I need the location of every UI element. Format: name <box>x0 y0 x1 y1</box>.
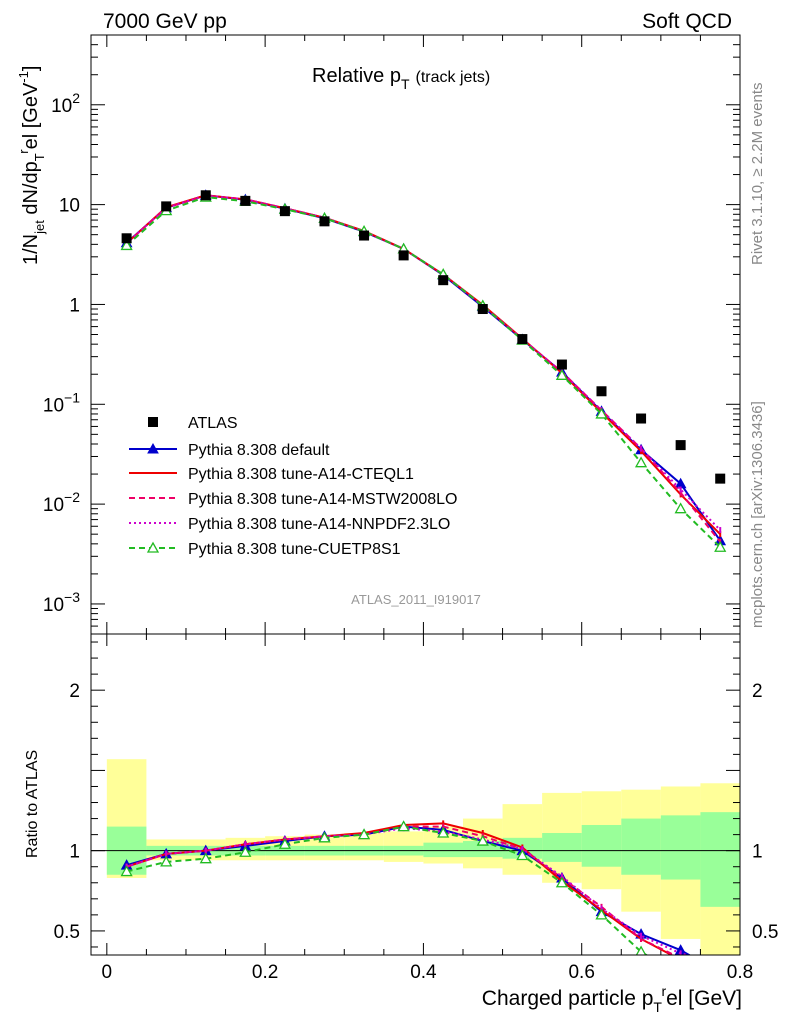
band-inner <box>660 815 701 880</box>
series-line-pythia-8-308-tune-a14-mstw2008lo <box>125 194 721 543</box>
ratio-bands <box>106 759 740 955</box>
point-pythia-8-308-tune-cuetp8s1 <box>278 837 292 849</box>
series-line-pythia-8-308-tune-a14-cteql1 <box>125 194 721 535</box>
x-axis-label: Charged particle pTrel [GeV] <box>482 983 742 1015</box>
legend-marker-pythia-8-308-tune-cuetp8s1 <box>146 541 160 553</box>
legend-label-atlas: ATLAS <box>188 415 238 432</box>
data-point-atlas <box>200 190 211 201</box>
data-point-atlas <box>121 233 132 244</box>
ratio-series <box>120 820 725 983</box>
ratio-y-tick-label: 1 <box>69 842 80 863</box>
point-pythia-8-308-tune-cuetp8s1 <box>120 239 133 251</box>
point-pythia-8-308-tune-cuetp8s1 <box>516 849 529 861</box>
series-line-pythia-8-308-tune-cuetp8s1 <box>125 196 721 548</box>
y-axis-label: 1/Njet dN/dpTrel [GeV-1] <box>16 66 47 265</box>
data-point-atlas <box>279 206 290 217</box>
band-inner <box>542 833 582 862</box>
legend: ATLAS Pythia 8.308 default Pythia 8.308 tu… <box>129 415 457 558</box>
legend-label-pythia-8-308-tune-a14-cteql1: Pythia 8.308 tune-A14-CTEQL1 <box>188 466 414 483</box>
point-pythia-8-308-tune-cuetp8s1 <box>634 456 648 468</box>
legend-label-pythia-8-308-tune-cuetp8s1: Pythia 8.308 tune-CUETP8S1 <box>188 541 401 558</box>
ratio-plot-frame <box>90 633 741 956</box>
point-pythia-8-308-tune-cuetp8s1 <box>676 971 686 980</box>
point-pythia-8-308-tune-cuetp8s1 <box>397 820 410 832</box>
legend-label-pythia-8-308-tune-a14-nnpdf2-3lo: Pythia 8.308 tune-A14-NNPDF2.3LO <box>188 516 450 533</box>
point-pythia-8-308-tune-cuetp8s1 <box>239 845 252 857</box>
point-pythia-8-308-tune-cuetp8s1 <box>160 855 173 867</box>
ratio-y-tick-label: 2 <box>69 681 80 702</box>
x-tick-label: 0.2 <box>252 962 278 983</box>
data-point-atlas <box>477 304 488 315</box>
ratio-line-pythia-8-308-tune-cuetp8s1 <box>126 825 649 955</box>
x-tick-label: 0 <box>102 962 113 983</box>
point-pythia-8-308-tune-cuetp8s1 <box>595 908 608 920</box>
point-pythia-8-308-tune-cuetp8s1 <box>555 368 569 380</box>
data-point-atlas <box>636 413 647 424</box>
legend-label-pythia-8-308-tune-a14-mstw2008lo: Pythia 8.308 tune-A14-MSTW2008LO <box>188 491 457 508</box>
data-point-atlas <box>240 195 251 206</box>
point-pythia-8-308-tune-cuetp8s1 <box>199 852 212 864</box>
band-inner <box>621 818 661 875</box>
point-pythia-8-308-tune-cuetp8s1 <box>674 502 687 514</box>
x-tick-label: 0.6 <box>568 962 594 983</box>
legend-label-pythia-8-308-default: Pythia 8.308 default <box>188 442 330 459</box>
series-line-pythia-8-308-default <box>125 194 722 542</box>
main-series <box>120 189 727 552</box>
rivet-label: Rivet 3.1.10, ≥ 2.2M events <box>749 83 766 266</box>
x-tick-label: 0.8 <box>727 962 753 983</box>
band-inner <box>700 812 740 907</box>
point-pythia-8-308-tune-cuetp8s1 <box>318 831 331 843</box>
data-point-atlas <box>438 275 449 286</box>
point-pythia-8-308-tune-cuetp8s1 <box>120 865 133 877</box>
point-pythia-8-308-tune-cuetp8s1 <box>715 974 725 983</box>
ratio-y-tick-label: 0.5 <box>54 922 80 943</box>
axes-ticks: 0 0.2 0.4 0.6 0.8 10−3 10−2 10−1 1 10 102 0.5 0.5 1 1 2… <box>43 34 778 983</box>
band-inner <box>423 842 463 858</box>
y-tick-label: 1 <box>69 295 80 316</box>
point-pythia-8-308-tune-cuetp8s1 <box>357 828 371 840</box>
mcplots-label: mcplots.cern.ch [arXiv:1306.3436] <box>749 401 766 628</box>
data-point-atlas <box>596 386 607 397</box>
point-pythia-8-308-tune-cuetp8s1 <box>595 407 608 419</box>
band-inner <box>581 824 622 867</box>
point-pythia-8-308-tune-cuetp8s1 <box>476 834 489 846</box>
data-point-atlas <box>675 440 686 451</box>
y-tick-label: 10−3 <box>43 589 80 616</box>
x-tick-label: 0.4 <box>410 962 437 983</box>
ratio-y-tick-label-right: 0.5 <box>752 922 778 943</box>
ratio-y-tick-label-right: 1 <box>752 842 763 863</box>
header-left: 7000 GeV pp <box>103 10 227 33</box>
y-tick-label: 10 <box>59 196 80 217</box>
point-pythia-8-308-tune-cuetp8s1 <box>437 826 450 838</box>
y-tick-label: 102 <box>51 90 80 117</box>
data-point-atlas <box>161 201 172 212</box>
data-point-atlas <box>319 216 330 227</box>
data-point-atlas <box>715 473 726 484</box>
y-tick-label: 10−2 <box>43 489 80 516</box>
analysis-id: ATLAS_2011_I919017 <box>351 592 481 607</box>
data-point-atlas <box>359 230 370 241</box>
ratio-y-tick-label-right: 2 <box>752 681 763 702</box>
data-point-atlas <box>556 359 567 370</box>
legend-marker-atlas <box>148 417 158 427</box>
header-right: Soft QCD <box>642 10 732 33</box>
point-pythia-8-308-tune-cuetp8s1 <box>714 540 727 552</box>
y-tick-label: 10−1 <box>43 389 80 416</box>
data-point-atlas <box>398 250 409 261</box>
plot-title: Relative pT (track jets) <box>312 65 490 92</box>
point-pythia-8-308-default <box>715 968 725 977</box>
data-point-atlas <box>517 334 528 345</box>
legend-marker-pythia-8-308-default <box>147 442 159 454</box>
ratio-y-label: Ratio to ATLAS <box>24 750 41 858</box>
point-pythia-8-308-tune-cuetp8s1 <box>635 945 647 955</box>
point-pythia-8-308-tune-cuetp8s1 <box>555 876 569 888</box>
